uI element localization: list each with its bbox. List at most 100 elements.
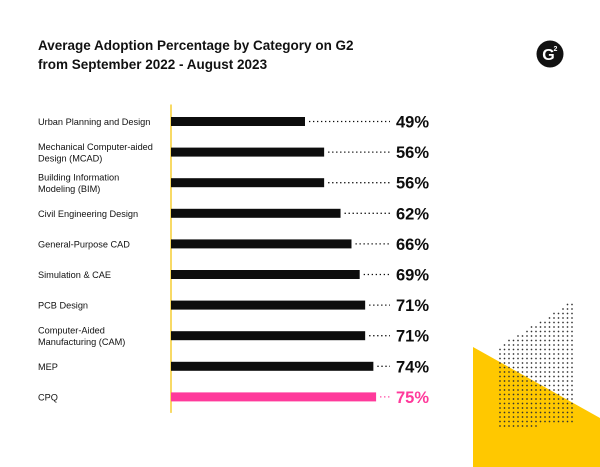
pattern-dot xyxy=(553,326,555,328)
value-label: 75% xyxy=(396,389,429,407)
pattern-dot xyxy=(557,420,560,423)
pattern-dot xyxy=(512,339,515,342)
pattern-dot xyxy=(571,402,573,405)
pattern-dot xyxy=(503,416,506,418)
pattern-dot xyxy=(508,393,510,396)
pattern-dot xyxy=(571,398,573,400)
pattern-dot xyxy=(499,380,501,382)
pattern-dot xyxy=(557,312,560,315)
pattern-dot xyxy=(535,348,537,351)
chart-title-line-1: Average Adoption Percentage by Category … xyxy=(38,38,354,53)
pattern-dot xyxy=(503,362,506,364)
pattern-dot xyxy=(512,366,515,369)
pattern-dot xyxy=(571,330,573,333)
category-label-line: Mechanical Computer-aided xyxy=(38,142,153,152)
pattern-dot xyxy=(539,393,542,396)
pattern-dot xyxy=(526,402,528,405)
pattern-dot xyxy=(539,348,542,351)
bar xyxy=(171,178,325,188)
pattern-dot xyxy=(499,407,501,409)
pattern-dot xyxy=(512,362,515,364)
pattern-dot xyxy=(548,339,551,342)
pattern-dot xyxy=(530,389,533,391)
pattern-dot xyxy=(503,402,506,405)
category-label: Simulation & CAE xyxy=(38,270,111,280)
pattern-dot xyxy=(517,371,519,373)
bar xyxy=(171,208,341,218)
pattern-dot xyxy=(544,371,546,373)
pattern-dot xyxy=(512,393,515,396)
pattern-dot xyxy=(508,366,510,369)
pattern-dot xyxy=(503,420,506,423)
pattern-dot xyxy=(571,411,573,414)
pattern-dot xyxy=(521,384,524,387)
pattern-dot xyxy=(508,362,510,364)
pattern-dot xyxy=(530,371,533,373)
pattern-dot xyxy=(535,416,537,418)
pattern-dot xyxy=(571,384,573,387)
pattern-dot xyxy=(521,366,524,369)
pattern-dot xyxy=(521,380,524,382)
pattern-dot xyxy=(512,344,515,346)
pattern-dot xyxy=(526,362,528,364)
pattern-dot xyxy=(530,357,533,360)
pattern-dot xyxy=(526,416,528,418)
pattern-dot xyxy=(553,362,555,364)
pattern-dot xyxy=(526,335,528,337)
pattern-dot xyxy=(517,353,519,355)
pattern-dot xyxy=(566,384,569,387)
pattern-dot xyxy=(521,353,524,355)
pattern-dot xyxy=(521,348,524,351)
pattern-dot xyxy=(535,393,537,396)
pattern-dot xyxy=(512,411,515,414)
pattern-dot xyxy=(562,348,564,351)
pattern-dot xyxy=(508,357,510,360)
category-label: Computer-Aided Manufacturing (CAM) xyxy=(38,325,125,347)
pattern-dot xyxy=(499,393,501,396)
pattern-dot xyxy=(566,375,569,378)
pattern-dot xyxy=(553,371,555,373)
bar xyxy=(171,239,352,249)
pattern-dot xyxy=(530,330,533,333)
pattern-dot xyxy=(566,393,569,396)
pattern-dot xyxy=(503,348,506,351)
pattern-dot xyxy=(553,411,555,414)
pattern-dot xyxy=(562,380,564,382)
pattern-dot xyxy=(544,335,546,337)
pattern-dot xyxy=(535,353,537,355)
pattern-dot xyxy=(553,317,555,319)
pattern-dot xyxy=(566,353,569,355)
pattern-dot xyxy=(571,407,573,409)
pattern-dot xyxy=(499,416,501,418)
pattern-dot xyxy=(535,371,537,373)
pattern-dot xyxy=(499,375,501,378)
pattern-dot xyxy=(562,326,564,328)
pattern-dot xyxy=(512,375,515,378)
pattern-dot xyxy=(503,375,506,378)
pattern-dot xyxy=(526,407,528,409)
pattern-dot xyxy=(508,344,510,346)
pattern-dot xyxy=(539,330,542,333)
pattern-dot xyxy=(535,326,537,328)
pattern-dot xyxy=(530,335,533,337)
pattern-dot xyxy=(562,384,564,387)
pattern-dot xyxy=(526,384,528,387)
pattern-dot xyxy=(535,357,537,360)
pattern-dot xyxy=(571,321,573,324)
pattern-dot xyxy=(512,389,515,391)
value-label: 74% xyxy=(396,358,429,376)
pattern-dot xyxy=(562,420,564,423)
pattern-dot xyxy=(508,384,510,387)
pattern-dot xyxy=(508,353,510,355)
pattern-dot xyxy=(530,384,533,387)
pattern-dot xyxy=(517,393,519,396)
pattern-dot xyxy=(571,393,573,396)
pattern-dot xyxy=(539,402,542,405)
pattern-dot xyxy=(571,416,573,418)
pattern-dot xyxy=(503,366,506,369)
pattern-dot xyxy=(566,321,569,324)
pattern-dot xyxy=(566,303,569,306)
pattern-dot xyxy=(566,411,569,414)
pattern-dot xyxy=(571,371,573,373)
pattern-dot xyxy=(512,348,515,351)
